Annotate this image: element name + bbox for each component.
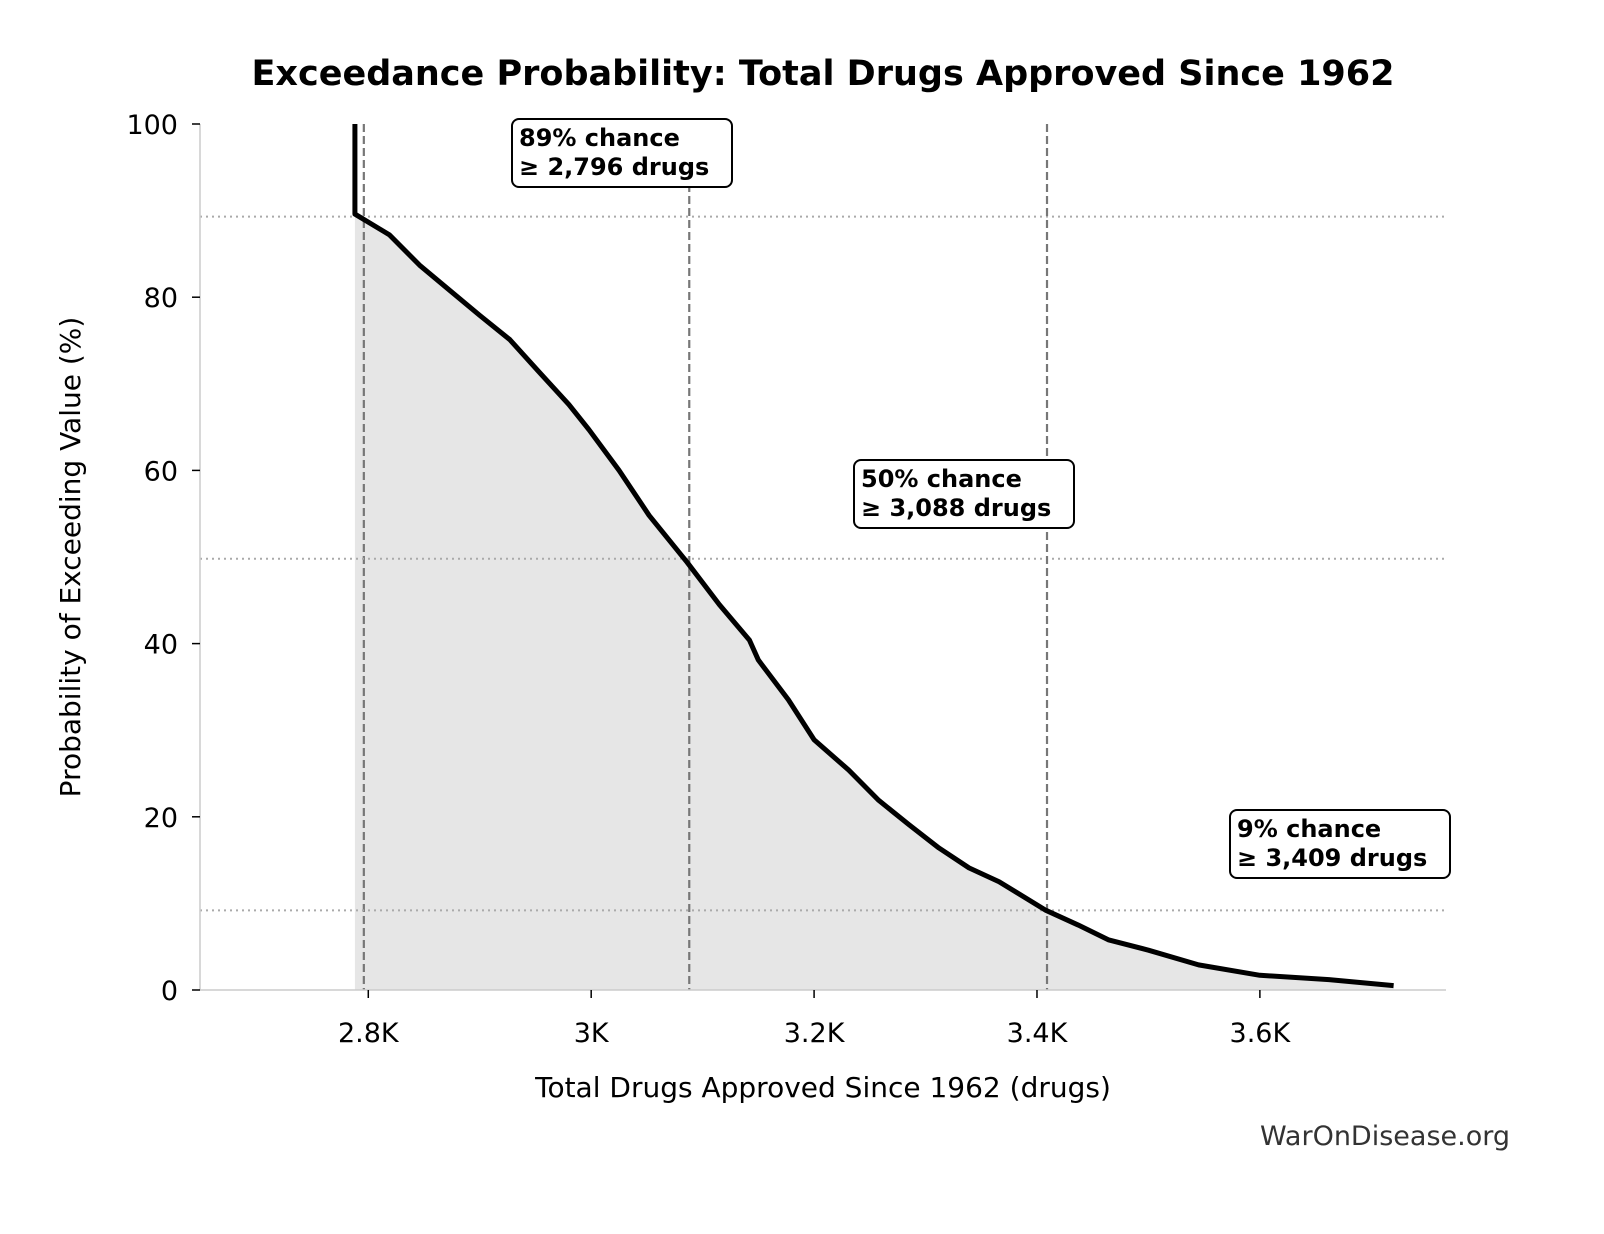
x-tick-label: 3.2K: [784, 1018, 846, 1049]
plot-area: 2.8K 3K 3.2K 3.4K 3.6K 0 20 40 60 80 100 89% chance…: [126, 110, 1451, 1049]
x-axis-label: Total Drugs Approved Since 1962 (drugs): [534, 1071, 1111, 1104]
chart-title: Exceedance Probability: Total Drugs Appr…: [252, 54, 1395, 94]
annotation-line2: ≥ 2,796 drugs: [519, 153, 709, 181]
y-axis-label: Probability of Exceeding Value (%): [54, 317, 87, 798]
y-tick-label: 60: [144, 456, 178, 487]
y-tick-label: 0: [161, 976, 178, 1007]
exceedance-curve: [352, 124, 1394, 989]
area-fill: [354, 124, 1394, 990]
x-tick-label: 3.4K: [1007, 1018, 1069, 1049]
watermark: WarOnDisease.org: [1260, 1121, 1510, 1152]
y-tick-label: 20: [144, 803, 178, 834]
annotation-box: [853, 459, 1075, 529]
annotation-line1: 50% chance: [861, 465, 1022, 493]
x-tick-label: 2.8K: [338, 1018, 400, 1049]
annotation-box: [1229, 809, 1451, 879]
x-tick-label: 3K: [574, 1018, 610, 1049]
annotation-box: [511, 118, 733, 188]
annotation-line2: ≥ 3,088 drugs: [861, 494, 1051, 522]
annotation-line1: 9% chance: [1237, 815, 1381, 843]
x-tick-label: 3.6K: [1230, 1018, 1292, 1049]
annotation-line2: ≥ 3,409 drugs: [1237, 844, 1427, 872]
y-tick-label: 100: [126, 110, 178, 141]
annotation-line1: 89% chance: [519, 124, 680, 152]
y-tick-label: 40: [144, 630, 178, 661]
y-tick-label: 80: [144, 283, 178, 314]
